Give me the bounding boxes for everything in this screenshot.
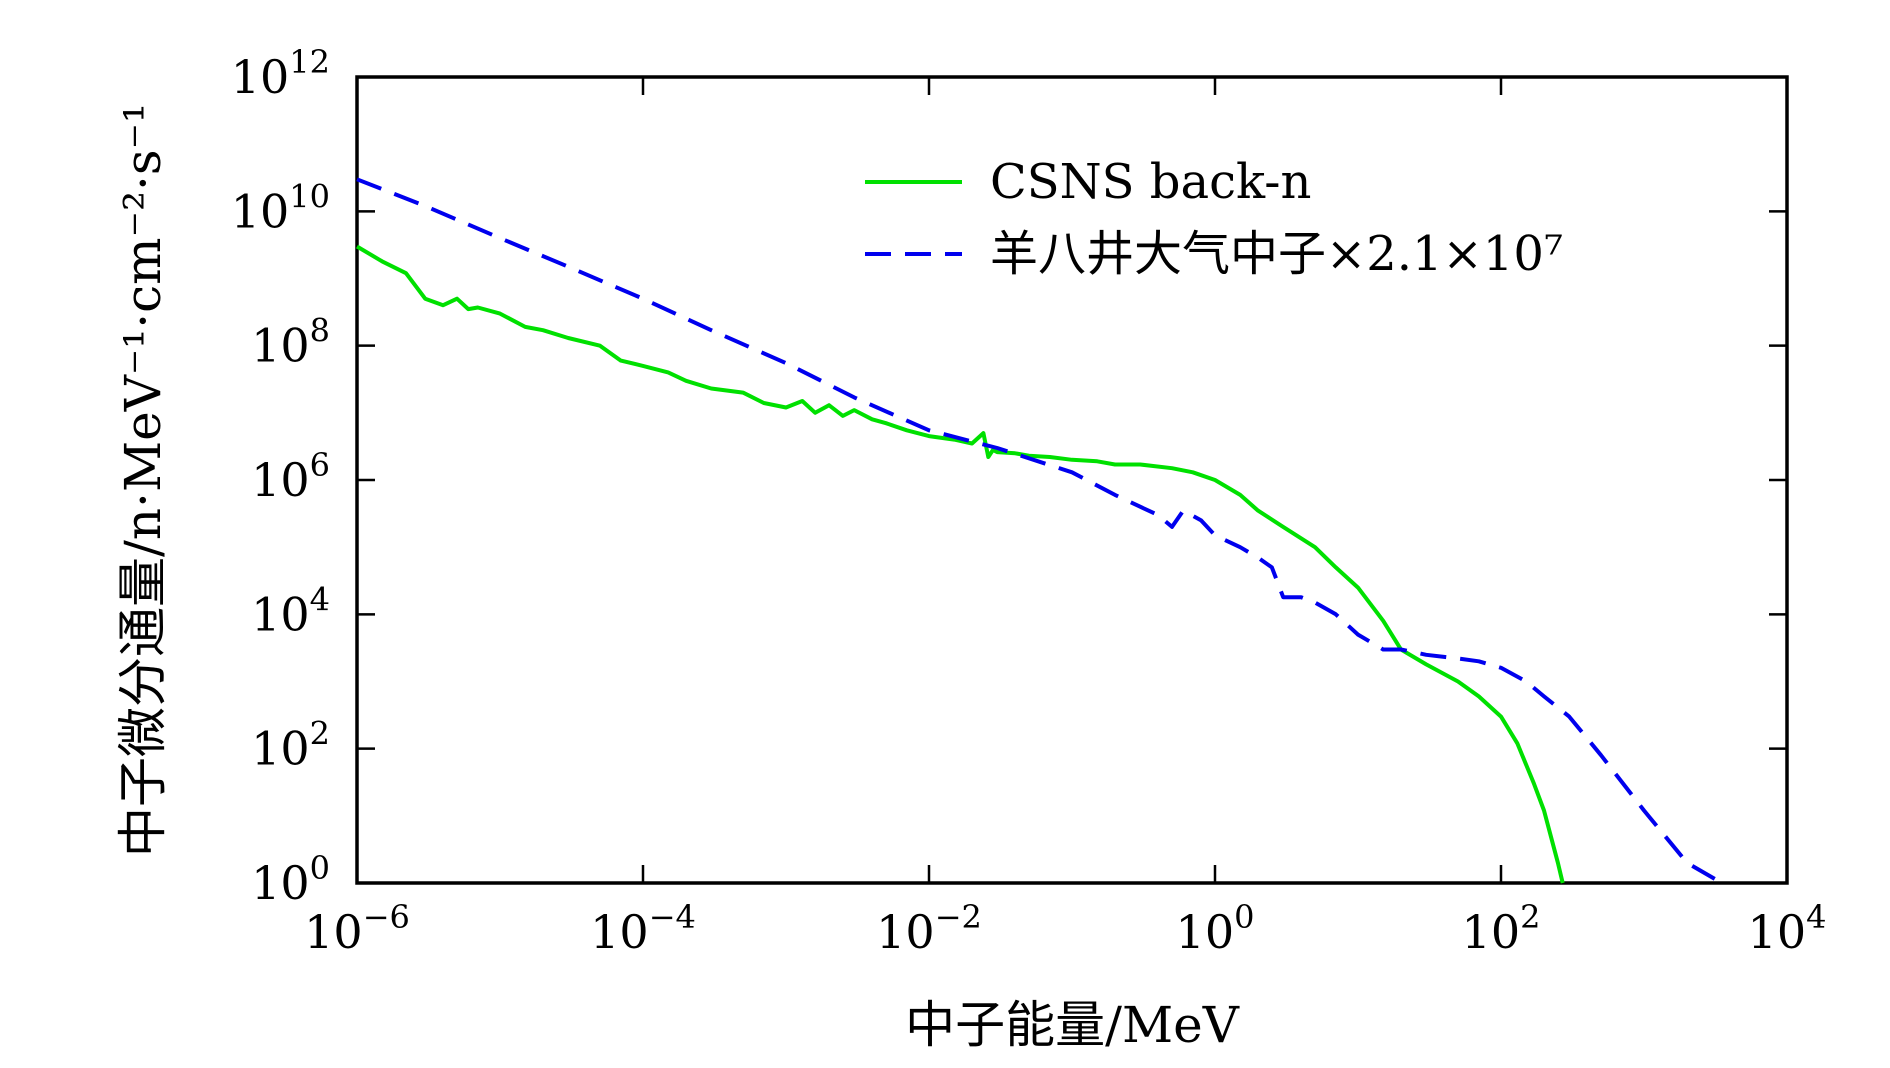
axes-group: 10−6 10−4 10−2 100 102 104 100 102 104 106 108 1010…	[231, 43, 1827, 959]
x-tick-label: 10−4	[590, 898, 696, 959]
legend: CSNS back-n 羊八井大气中子×2.1×10⁷	[865, 154, 1563, 282]
x-tick-label: 10−2	[876, 898, 982, 959]
y-tick-label: 102	[251, 715, 330, 776]
series-group	[355, 177, 1723, 885]
series-line-2	[356, 177, 1723, 885]
series-line-1	[355, 244, 1565, 884]
x-tick-label: 100	[1176, 898, 1255, 959]
x-tick-label: 104	[1748, 898, 1827, 959]
x-tick-label: 10−6	[304, 898, 410, 959]
legend-label-1: CSNS back-n	[990, 154, 1311, 210]
y-tick-label: 106	[251, 446, 330, 507]
y-axis-title: 中子微分通量/n·MeV⁻¹·cm⁻²·s⁻¹	[114, 103, 172, 857]
y-tick-label: 100	[251, 849, 330, 910]
y-tick-label: 108	[251, 312, 330, 373]
x-tick-label: 102	[1462, 898, 1541, 959]
y-tick-label: 1010	[231, 177, 330, 238]
legend-label-2: 羊八井大气中子×2.1×10⁷	[990, 226, 1563, 282]
y-tick-label: 1012	[231, 43, 330, 104]
x-axis-title: 中子能量/MeV	[905, 996, 1240, 1054]
y-tick-label: 104	[251, 580, 330, 641]
